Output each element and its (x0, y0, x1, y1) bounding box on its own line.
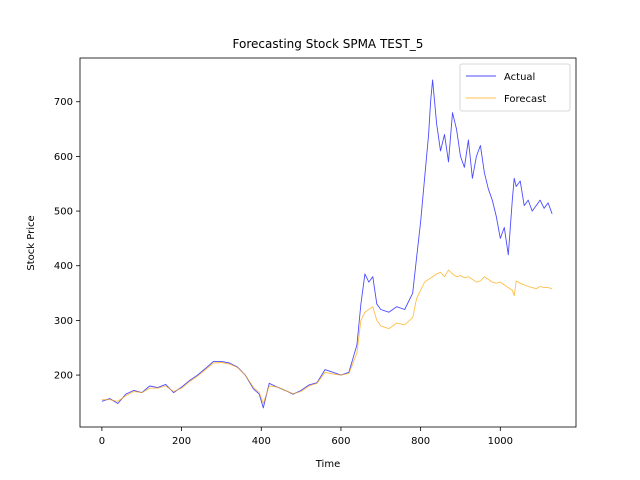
y-tick-label: 600 (54, 152, 73, 163)
x-tick-label: 1000 (488, 436, 513, 447)
y-tick-label: 300 (54, 316, 73, 327)
y-tick-label: 500 (54, 207, 73, 218)
legend-label-forecast: Forecast (504, 94, 546, 105)
x-axis: 0 200 400 600 800 1000 (99, 427, 513, 447)
x-tick-label: 200 (172, 436, 191, 447)
x-tick-label: 0 (99, 436, 105, 447)
series-line-forecast (101, 269, 553, 404)
y-tick-label: 400 (54, 261, 73, 272)
x-axis-label: Time (315, 459, 340, 470)
x-tick-label: 600 (331, 436, 350, 447)
x-tick-label: 400 (252, 436, 271, 447)
legend: Actual Forecast (459, 63, 571, 112)
series-layer (101, 79, 553, 409)
y-axis: 200 300 400 500 600 700 (54, 97, 80, 382)
plot-area-frame (79, 57, 577, 428)
x-tick-label: 800 (411, 436, 430, 447)
y-axis-label: Stock Price (26, 215, 37, 270)
series-line-actual (101, 79, 553, 409)
chart-title: Forecasting Stock SPMA TEST_5 (233, 37, 424, 51)
y-tick-label: 200 (54, 371, 73, 382)
legend-label-actual: Actual (504, 72, 535, 83)
y-tick-label: 700 (54, 97, 73, 108)
